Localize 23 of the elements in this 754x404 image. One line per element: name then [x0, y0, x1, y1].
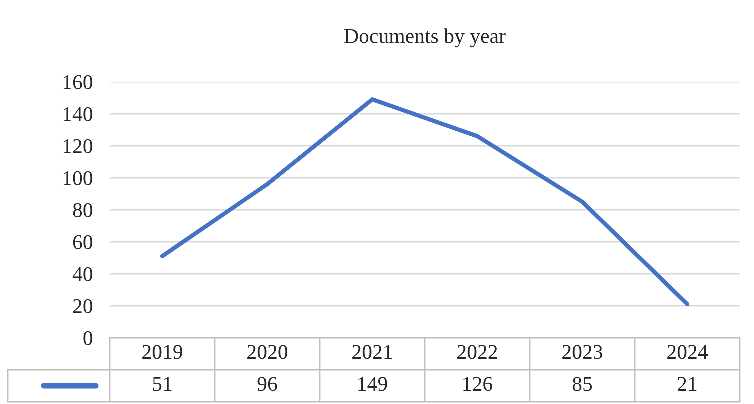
y-tick-label: 60: [73, 235, 93, 250]
line-series: [160, 98, 690, 306]
x-tick-label: 2023: [562, 345, 603, 360]
data-label: 51: [153, 377, 172, 392]
chart-title: Documents by year: [344, 28, 506, 48]
data-label: 149: [358, 377, 388, 392]
data-label: 85: [572, 377, 592, 392]
y-tick-label: 100: [64, 171, 93, 186]
y-tick-label: 80: [73, 203, 93, 218]
data-label: 126: [464, 377, 493, 392]
data-label: 21: [678, 377, 697, 392]
data-label: 96: [258, 377, 278, 392]
y-tick-label: 140: [64, 107, 93, 122]
x-tick-label: 2020: [248, 345, 288, 360]
y-tick-label: 160: [64, 75, 93, 90]
y-tick-label: 0: [84, 331, 93, 346]
x-tick-label: 2019: [142, 345, 182, 360]
y-tick-label: 20: [73, 299, 93, 314]
x-tick-label: 2022: [458, 345, 498, 360]
y-tick-label: 40: [72, 267, 93, 282]
x-tick-label: 2021: [352, 345, 392, 360]
y-tick-label: 120: [64, 139, 93, 154]
x-tick-label: 2024: [668, 345, 708, 360]
